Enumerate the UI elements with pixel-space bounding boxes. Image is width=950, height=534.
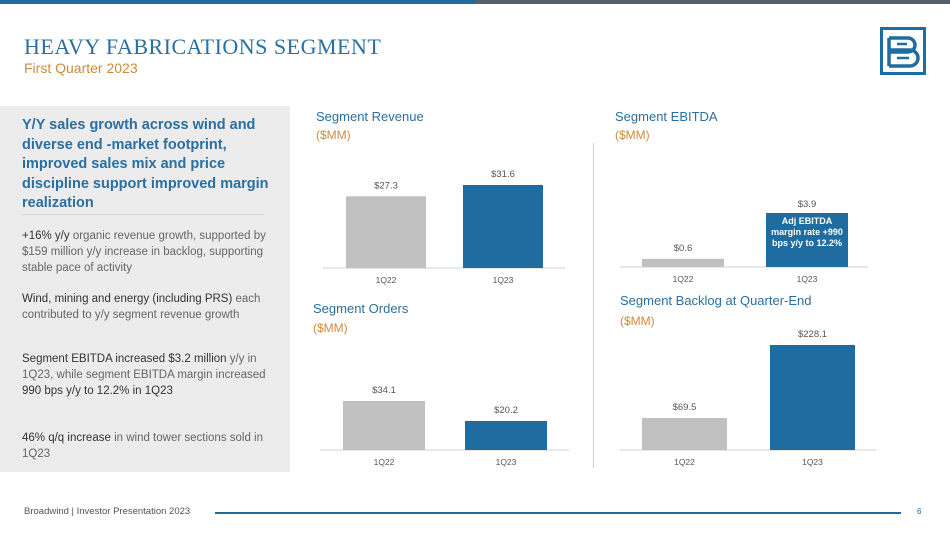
ebitda-tick-label-1q22: 1Q22: [673, 274, 694, 284]
backlog-value-label-1q22: $69.5: [673, 402, 697, 413]
summary-point-2-lead: Wind, mining and energy (including PRS): [22, 293, 233, 305]
top-accent-bar-right: [475, 0, 950, 4]
summary-point-2: Wind, mining and energy (including PRS) …: [22, 291, 272, 323]
summary-point-3-lead: Segment EBITDA increased $3.2 million: [22, 353, 227, 365]
summary-point-4-text: in wind tower sections sold in 1Q23: [22, 432, 264, 460]
ebitda-tick-label-1q23: 1Q23: [797, 274, 818, 284]
summary-headline: Y/Y sales growth across wind and diverse…: [22, 117, 269, 211]
backlog-bar-1q23: [770, 345, 855, 450]
summary-point-4-lead: 46% q/q increase: [22, 432, 111, 444]
orders-value-label-1q22: $34.1: [372, 385, 396, 396]
revenue-tick-label-1q22: 1Q22: [376, 275, 397, 285]
ebitda-chart-title: Segment EBITDA: [615, 109, 718, 124]
revenue-bar-1q23: [463, 185, 543, 268]
orders-value-label-1q23: $20.2: [494, 405, 518, 416]
broadwind-logo-icon: [880, 27, 926, 75]
revenue-chart-unit: ($MM): [316, 128, 351, 142]
summary-point-3-lead2: 990 bps y/y to 12.2% in 1Q23: [22, 385, 173, 397]
orders-tick-label-1q22: 1Q22: [374, 457, 395, 467]
summary-point-1: +16% y/y organic revenue growth, support…: [22, 228, 272, 276]
orders-tick-label-1q23: 1Q23: [496, 457, 517, 467]
summary-point-3: Segment EBITDA increased $3.2 million y/…: [22, 351, 272, 399]
revenue-tick-label-1q23: 1Q23: [493, 275, 514, 285]
top-accent-bar-left: [0, 0, 475, 4]
backlog-tick-label-1q23: 1Q23: [802, 457, 823, 467]
backlog-tick-label-1q22: 1Q22: [674, 457, 695, 467]
summary-point-3-text: y/y in 1Q23, while segment EBITDA margin…: [22, 353, 266, 381]
ebitda-chart-unit: ($MM): [615, 128, 650, 142]
summary-divider: [22, 214, 264, 215]
orders-bar-1q23: [465, 420, 547, 450]
summary-point-1-lead: +16% y/y: [22, 230, 70, 242]
revenue-value-label-1q23: $31.6: [491, 169, 515, 180]
orders-chart-unit: ($MM): [313, 321, 348, 335]
ebitda-value-label-1q23: $3.9: [798, 199, 817, 210]
summary-point-4: 46% q/q increase in wind tower sections …: [22, 430, 272, 462]
ebitda-bar-1q22: [642, 258, 724, 267]
page-title: HEAVY FABRICATIONS SEGMENT: [24, 34, 382, 59]
backlog-bar-1q22: [642, 418, 727, 450]
backlog-chart-title: Segment Backlog at Quarter-End: [620, 293, 812, 308]
orders-bar-1q22: [343, 401, 425, 450]
ebitda-margin-callout: Adj EBITDA margin rate +990 bps y/y to 1…: [766, 213, 848, 266]
backlog-value-label-1q23: $228.1: [798, 329, 827, 340]
summary-point-2-text: each contributed to y/y segment revenue …: [22, 293, 261, 321]
revenue-chart-title: Segment Revenue: [316, 109, 424, 124]
backlog-chart-unit: ($MM): [620, 314, 655, 328]
orders-chart-title: Segment Orders: [313, 301, 409, 316]
chart-divider: [593, 143, 594, 468]
revenue-value-label-1q22: $27.3: [374, 180, 398, 191]
ebitda-value-label-1q22: $0.6: [674, 243, 693, 254]
page-subtitle: First Quarter 2023: [24, 60, 138, 76]
footer-rule: [215, 512, 901, 514]
revenue-bar-1q22: [346, 196, 426, 268]
page-number: 6: [917, 507, 922, 516]
summary-point-1-text: organic revenue growth, supported by $15…: [22, 230, 266, 274]
footer-label: Broadwind | Investor Presentation 2023: [24, 506, 191, 517]
summary-panel: [0, 106, 290, 472]
